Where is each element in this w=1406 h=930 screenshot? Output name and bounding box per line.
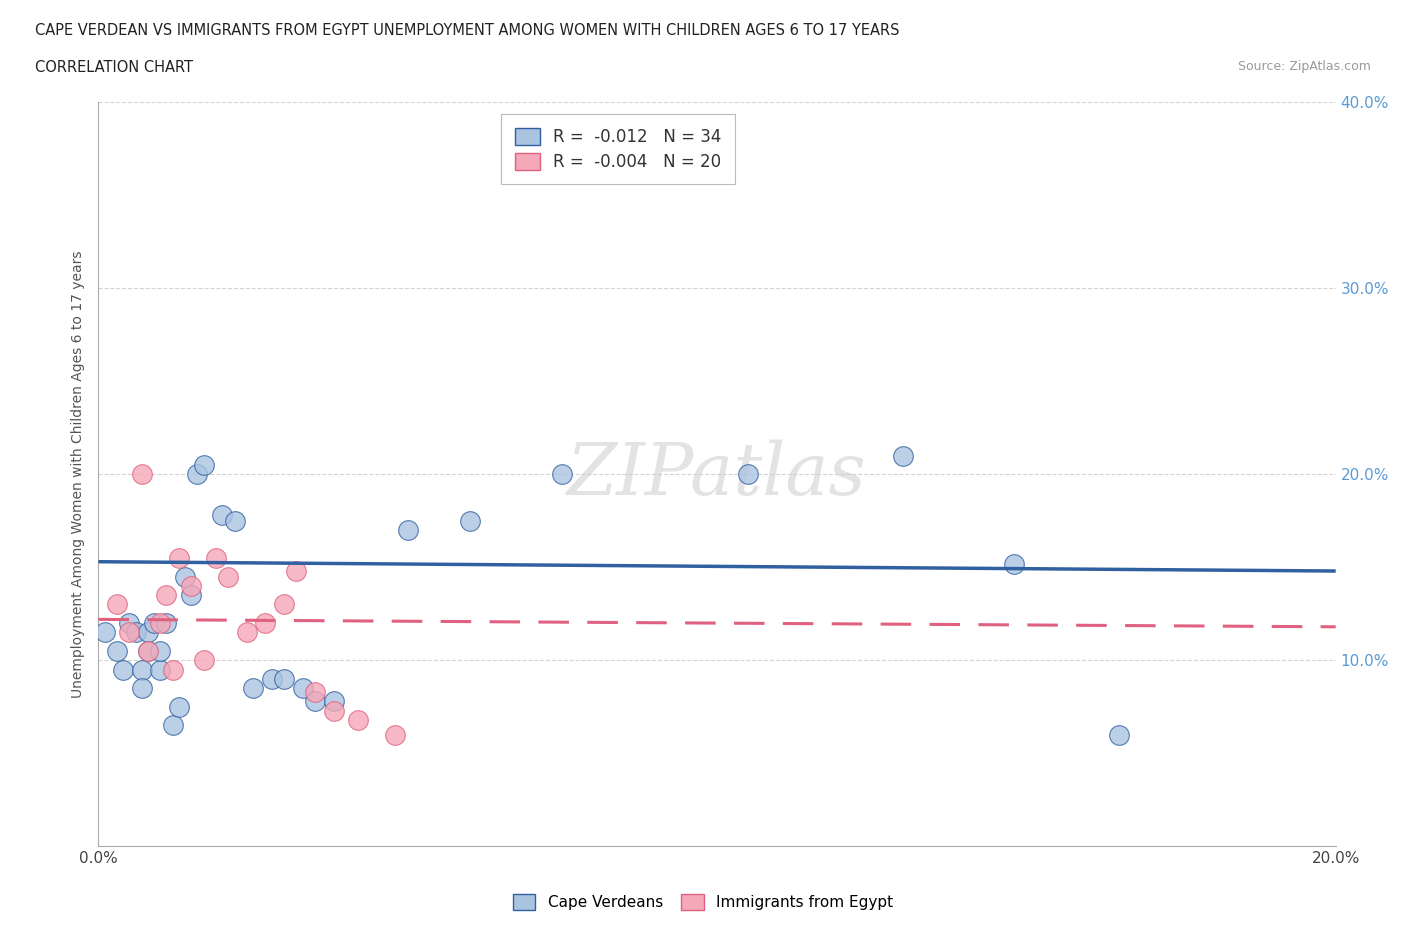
Point — [131, 662, 153, 677]
Point — [211, 508, 233, 523]
Text: CAPE VERDEAN VS IMMIGRANTS FROM EGYPT UNEMPLOYMENT AMONG WOMEN WITH CHILDREN AGE: CAPE VERDEAN VS IMMIGRANTS FROM EGYPT UN… — [35, 23, 900, 38]
Point — [224, 513, 246, 528]
Point — [162, 718, 184, 733]
Point — [193, 458, 215, 472]
Point — [273, 671, 295, 686]
Point — [167, 551, 190, 565]
Point — [93, 625, 115, 640]
Point — [322, 694, 344, 709]
Point — [124, 625, 146, 640]
Point — [291, 681, 314, 696]
Point — [167, 699, 190, 714]
Point — [118, 625, 141, 640]
Point — [285, 564, 308, 578]
Point — [260, 671, 283, 686]
Point — [458, 513, 481, 528]
Point — [131, 467, 153, 482]
Point — [149, 662, 172, 677]
Legend: Cape Verdeans, Immigrants from Egypt: Cape Verdeans, Immigrants from Egypt — [505, 886, 901, 918]
Point — [149, 644, 172, 658]
Point — [186, 467, 208, 482]
Point — [162, 662, 184, 677]
Legend: R =  -0.012   N = 34, R =  -0.004   N = 20: R = -0.012 N = 34, R = -0.004 N = 20 — [502, 114, 735, 184]
Point — [112, 662, 135, 677]
Text: ZIPatlas: ZIPatlas — [567, 439, 868, 510]
Point — [174, 569, 197, 584]
Y-axis label: Unemployment Among Women with Children Ages 6 to 17 years: Unemployment Among Women with Children A… — [72, 250, 86, 698]
Point — [737, 467, 759, 482]
Point — [118, 616, 141, 631]
Point — [180, 578, 202, 593]
Point — [242, 681, 264, 696]
Point — [180, 588, 202, 603]
Point — [136, 644, 159, 658]
Point — [217, 569, 239, 584]
Point — [105, 597, 128, 612]
Point — [384, 727, 406, 742]
Point — [347, 712, 370, 727]
Point — [236, 625, 259, 640]
Point — [1108, 727, 1130, 742]
Point — [551, 467, 574, 482]
Point — [136, 644, 159, 658]
Point — [322, 703, 344, 718]
Point — [205, 551, 228, 565]
Point — [136, 625, 159, 640]
Point — [304, 694, 326, 709]
Point — [273, 597, 295, 612]
Point — [254, 616, 277, 631]
Point — [396, 523, 419, 538]
Point — [304, 684, 326, 699]
Text: CORRELATION CHART: CORRELATION CHART — [35, 60, 193, 75]
Text: Source: ZipAtlas.com: Source: ZipAtlas.com — [1237, 60, 1371, 73]
Point — [891, 448, 914, 463]
Point — [155, 588, 177, 603]
Point — [131, 681, 153, 696]
Point — [105, 644, 128, 658]
Point — [143, 616, 166, 631]
Point — [193, 653, 215, 668]
Point — [155, 616, 177, 631]
Point — [149, 616, 172, 631]
Point — [1002, 556, 1025, 571]
